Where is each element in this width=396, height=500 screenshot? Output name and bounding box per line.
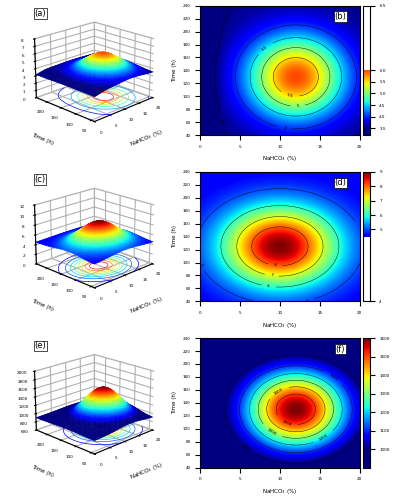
- X-axis label: NaHCO$_3$ (%): NaHCO$_3$ (%): [129, 128, 165, 150]
- Y-axis label: Time (h): Time (h): [172, 225, 177, 248]
- Text: 4: 4: [283, 126, 286, 130]
- X-axis label: NaHCO$_3$ (%): NaHCO$_3$ (%): [262, 154, 297, 164]
- Text: (e): (e): [34, 342, 46, 350]
- Text: 1200: 1200: [318, 434, 329, 442]
- Text: 3.5: 3.5: [219, 118, 225, 126]
- Y-axis label: Time (h): Time (h): [172, 59, 177, 82]
- Text: 5: 5: [296, 104, 299, 108]
- Text: (c): (c): [34, 175, 46, 184]
- Y-axis label: Time (h): Time (h): [30, 298, 54, 312]
- Y-axis label: Time (h): Time (h): [30, 464, 54, 477]
- Text: 7: 7: [270, 274, 273, 278]
- Y-axis label: Time (h): Time (h): [172, 392, 177, 414]
- Text: 5.5: 5.5: [286, 93, 293, 98]
- Text: 8: 8: [274, 264, 276, 268]
- Text: 1000: 1000: [240, 442, 251, 452]
- Text: (a): (a): [34, 9, 46, 18]
- Text: 1400: 1400: [273, 387, 284, 396]
- X-axis label: NaHCO$_3$ (%): NaHCO$_3$ (%): [129, 294, 165, 316]
- Text: 1300: 1300: [267, 427, 277, 436]
- Text: (f): (f): [336, 344, 345, 354]
- Text: 1100: 1100: [328, 372, 339, 382]
- X-axis label: NaHCO$_3$ (%): NaHCO$_3$ (%): [262, 320, 297, 330]
- Text: (d): (d): [335, 178, 346, 188]
- X-axis label: NaHCO$_3$ (%): NaHCO$_3$ (%): [262, 487, 297, 496]
- Text: 1500: 1500: [281, 419, 292, 426]
- Text: 4.5: 4.5: [261, 44, 269, 52]
- Text: 5: 5: [356, 226, 361, 230]
- X-axis label: NaHCO$_3$ (%): NaHCO$_3$ (%): [129, 460, 165, 482]
- Text: 6: 6: [267, 284, 270, 288]
- Text: 5: 5: [198, 262, 203, 266]
- Y-axis label: Time (h): Time (h): [30, 132, 54, 145]
- Text: 5: 5: [306, 298, 309, 303]
- Text: (b): (b): [335, 12, 346, 21]
